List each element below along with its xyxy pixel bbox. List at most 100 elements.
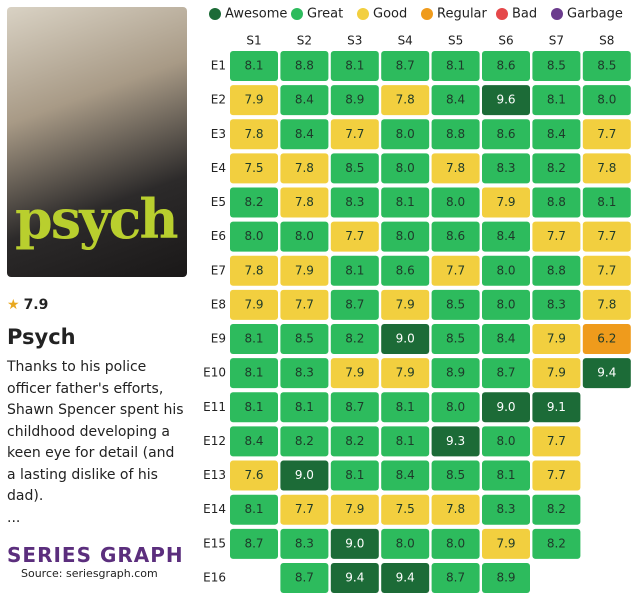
cell: [330, 562, 379, 593]
legend-label: Great: [307, 7, 343, 22]
cell: [330, 51, 379, 81]
cell: [330, 187, 379, 218]
cell-label: 7.9: [496, 536, 515, 550]
cell: [230, 426, 278, 457]
cell: [482, 460, 530, 491]
description: Thanks to his police officer father's ef…: [7, 357, 185, 529]
row-label: E10: [203, 366, 226, 380]
cell-label: 8.4: [496, 332, 515, 346]
cell: [280, 221, 329, 252]
cell: [330, 460, 379, 491]
cell-label: 7.7: [547, 468, 566, 482]
cell-label: 8.7: [244, 536, 263, 550]
cell: [230, 153, 278, 184]
cell: [381, 221, 430, 252]
cell-label: 8.5: [597, 59, 616, 73]
cell-label: 7.9: [244, 297, 263, 311]
cell-label: 8.3: [295, 366, 314, 380]
legend-swatch: [551, 8, 563, 20]
cell-label: 7.8: [244, 263, 263, 277]
column-label: S2: [297, 34, 312, 48]
cell-label: 8.0: [446, 536, 465, 550]
cell: [582, 255, 631, 286]
cell: [280, 460, 329, 491]
cell-label: 7.7: [547, 229, 566, 243]
cell: [532, 221, 581, 252]
cell-label: 7.9: [396, 297, 415, 311]
cell-label: 8.4: [547, 127, 566, 141]
cell: [532, 358, 581, 389]
cell: [431, 51, 480, 81]
cell: [532, 494, 581, 525]
column-label: S7: [549, 34, 564, 48]
cell: [532, 51, 581, 81]
cell-label: 8.0: [396, 536, 415, 550]
cell: [431, 324, 480, 355]
cell-label: 8.7: [446, 570, 465, 584]
cell-label: 8.4: [244, 434, 263, 448]
cell: [381, 324, 430, 355]
cell-label: 8.4: [446, 93, 465, 107]
cell: [230, 119, 278, 150]
cell: [431, 460, 480, 491]
cell: [230, 221, 278, 252]
cell-label: 7.7: [597, 127, 616, 141]
cell: [482, 85, 530, 116]
row-label: E2: [211, 93, 226, 107]
cell: [230, 85, 278, 116]
cell-label: 8.7: [496, 366, 515, 380]
cell-label: 7.9: [295, 263, 314, 277]
row-label: E3: [211, 127, 226, 141]
brand: SERIES GRAPH: [7, 543, 184, 567]
cell: [582, 289, 631, 320]
cell: [330, 85, 379, 116]
cell: [381, 426, 430, 457]
cell-label: 8.5: [446, 297, 465, 311]
cell-label: 8.2: [345, 332, 364, 346]
cell-label: 7.8: [244, 127, 263, 141]
cell: [431, 494, 480, 525]
cell-label: 8.5: [295, 332, 314, 346]
cell: [330, 221, 379, 252]
cell: [532, 119, 581, 150]
cell: [532, 289, 581, 320]
cell: [532, 255, 581, 286]
cell: [330, 289, 379, 320]
cell-label: 9.6: [496, 93, 515, 107]
cell: [532, 460, 581, 491]
cell: [532, 324, 581, 355]
cell: [582, 221, 631, 252]
row-label: E4: [211, 161, 226, 175]
cell-label: 8.2: [547, 161, 566, 175]
cell-label: 8.0: [244, 229, 263, 243]
cell-label: 8.2: [295, 434, 314, 448]
cell-label: 8.6: [396, 263, 415, 277]
cell-label: 8.1: [244, 400, 263, 414]
cell: [230, 324, 278, 355]
description-more: ...: [7, 509, 21, 526]
row-label: E13: [203, 468, 226, 482]
cell: [381, 289, 430, 320]
cell-label: 7.7: [547, 434, 566, 448]
cell: [230, 528, 278, 559]
cell-label: 9.3: [446, 434, 465, 448]
cell: [280, 562, 329, 593]
cell-label: 8.5: [446, 332, 465, 346]
cell: [431, 358, 480, 389]
cell-label: 9.0: [345, 536, 364, 550]
cell: [532, 85, 581, 116]
poster-logo: psych: [15, 187, 179, 251]
cell: [532, 187, 581, 218]
cell-label: 8.1: [345, 468, 364, 482]
cell: [280, 51, 329, 81]
cell: [381, 562, 430, 593]
show-panel: psych ★ 7.9 Psych Thanks to his police of…: [7, 7, 189, 580]
cell: [381, 358, 430, 389]
cell-label: 8.1: [244, 59, 263, 73]
cell: [230, 392, 278, 423]
cell: [482, 426, 530, 457]
cell-label: 8.4: [496, 229, 515, 243]
cell-label: 8.2: [547, 536, 566, 550]
cell-label: 7.7: [345, 127, 364, 141]
legend-label: Garbage: [567, 7, 623, 22]
